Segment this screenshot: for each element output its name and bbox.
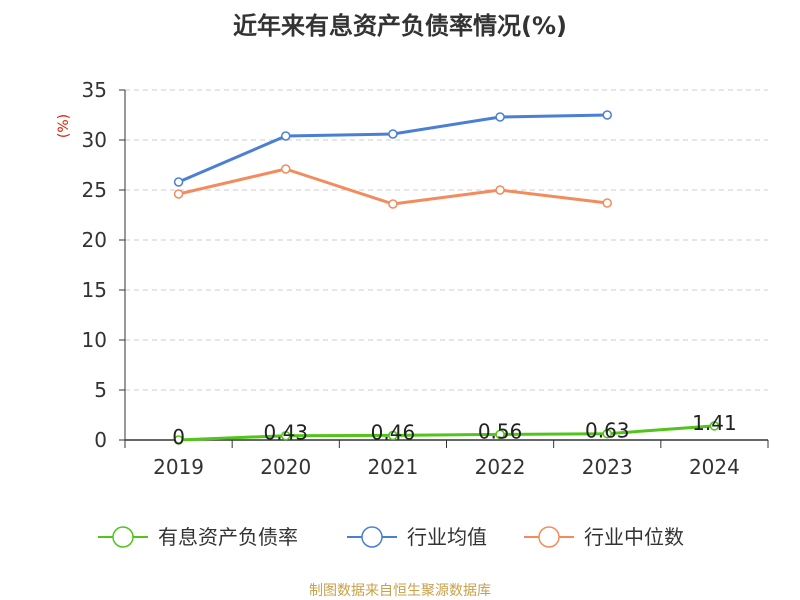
series-line-2 [178,167,608,206]
chart-title: 近年来有息资产负债率情况(%) [233,12,567,40]
y-tick-label-5: 5 [94,378,107,402]
series-line-0 [178,424,715,442]
series-2-point-2021 [388,199,398,209]
data-label-layer: 0 0.43 0.46 0.56 0.63 1.41 [172,411,736,449]
data-label-2022: 0.56 [478,419,523,443]
x-tick-label-2020: 2020 [260,455,311,479]
series-0-point-2023 [602,428,612,439]
legend-marker-1 [361,526,383,548]
series-0-point-2024 [709,421,720,431]
series-layer [173,110,720,445]
series-0-point-2021 [388,430,398,441]
series-0-point-2020 [281,430,291,441]
data-label-2023: 0.63 [585,419,630,443]
series-1-point-2021 [388,129,398,139]
grid-layer [125,89,768,391]
series-2-point-2019 [173,189,184,199]
y-tick-label-30: 30 [82,128,107,152]
data-label-2020: 0.43 [263,421,308,445]
y-tick-label-15: 15 [82,278,107,302]
series-2-point-2022 [495,185,505,195]
legend: 有息资产负债率 行业均值 行业中位数 [98,525,684,549]
legend-label-1: 行业均值 [407,525,487,549]
series-2-point-2020 [281,164,291,174]
data-label-2021: 0.46 [371,420,416,444]
x-tick-label-2023: 2023 [582,455,633,479]
data-label-2019: 0 [172,425,185,449]
x-tick-label-2021: 2021 [367,455,418,479]
series-1-point-2022 [495,112,505,122]
y-axis-unit-label: (%) [56,114,72,138]
y-tick-label-10: 10 [82,328,107,352]
y-tick-label-25: 25 [82,178,107,202]
x-tick-label-2019: 2019 [153,455,204,479]
y-tick-label-35: 35 [82,78,107,102]
series-1-point-2019 [173,177,184,187]
y-tick-label-20: 20 [82,228,107,252]
legend-label-0: 有息资产负债率 [158,525,298,549]
x-tick-label-2024: 2024 [689,455,740,479]
x-tick-label-2022: 2022 [475,455,526,479]
legend-marker-2 [538,526,560,548]
axis-layer: 0 5 10 15 20 25 30 35 2019 2020 2021 2022 2023 2024 [82,78,769,479]
legend-label-2: 行业中位数 [584,525,684,549]
series-2-point-2023 [602,198,612,208]
source-note: 制图数据来自恒生聚源数据库 [309,583,491,599]
series-0-point-2019 [173,435,184,445]
data-label-2024: 1.41 [692,411,737,435]
series-1-point-2023 [602,110,612,120]
legend-marker-0 [112,526,134,548]
y-tick-label-0: 0 [94,428,107,452]
series-1-point-2020 [281,131,291,141]
series-line-1 [177,113,608,184]
series-0-point-2022 [495,429,505,440]
